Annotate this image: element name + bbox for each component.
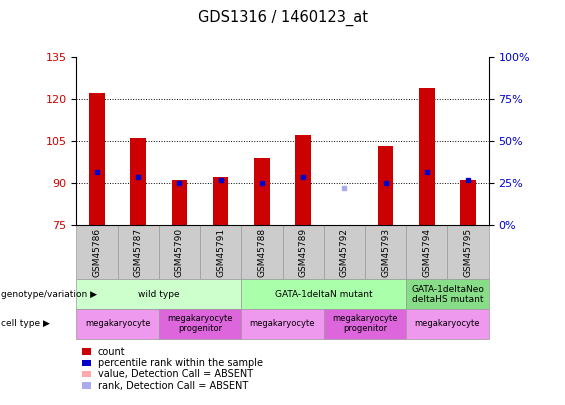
Text: megakaryocyte: megakaryocyte [85, 319, 150, 328]
Text: GSM45787: GSM45787 [134, 228, 142, 277]
Bar [324, 309, 406, 339]
Bar [406, 225, 447, 279]
Bar [76, 225, 118, 279]
Bar [241, 309, 324, 339]
Text: GSM45790: GSM45790 [175, 228, 184, 277]
Bar [82, 371, 91, 377]
Bar [241, 225, 282, 279]
Text: GSM45795: GSM45795 [464, 228, 472, 277]
Text: wild type: wild type [138, 290, 180, 299]
Text: GSM45794: GSM45794 [423, 228, 431, 277]
Text: GATA-1deltaN mutant: GATA-1deltaN mutant [275, 290, 372, 299]
Text: megakaryocyte
progenitor: megakaryocyte progenitor [332, 314, 398, 333]
Text: percentile rank within the sample: percentile rank within the sample [98, 358, 263, 368]
Bar [89, 93, 105, 225]
Text: GDS1316 / 1460123_at: GDS1316 / 1460123_at [198, 10, 367, 26]
Text: cell type ▶: cell type ▶ [1, 319, 50, 328]
Bar [447, 225, 489, 279]
Bar [365, 225, 406, 279]
Bar [82, 348, 91, 355]
Text: count: count [98, 347, 125, 356]
Bar [172, 180, 187, 225]
Bar [241, 279, 406, 309]
Bar [254, 158, 270, 225]
Text: value, Detection Call = ABSENT: value, Detection Call = ABSENT [98, 369, 253, 379]
Bar [76, 309, 159, 339]
Bar [82, 360, 91, 366]
Text: GSM45788: GSM45788 [258, 228, 266, 277]
Text: rank, Detection Call = ABSENT: rank, Detection Call = ABSENT [98, 381, 248, 390]
Text: megakaryocyte: megakaryocyte [415, 319, 480, 328]
Bar [406, 279, 489, 309]
Bar [378, 146, 393, 225]
Text: genotype/variation ▶: genotype/variation ▶ [1, 290, 97, 299]
Bar [282, 225, 324, 279]
Text: GSM45792: GSM45792 [340, 228, 349, 277]
Bar [213, 177, 228, 225]
Bar [460, 180, 476, 225]
Bar [82, 382, 91, 389]
Bar [419, 87, 434, 225]
Text: megakaryocyte: megakaryocyte [250, 319, 315, 328]
Bar [118, 225, 159, 279]
Text: GSM45791: GSM45791 [216, 228, 225, 277]
Bar [324, 225, 365, 279]
Bar [159, 309, 241, 339]
Bar [76, 279, 241, 309]
Bar [295, 135, 311, 225]
Text: megakaryocyte
progenitor: megakaryocyte progenitor [167, 314, 233, 333]
Text: GSM45793: GSM45793 [381, 228, 390, 277]
Text: GSM45786: GSM45786 [93, 228, 101, 277]
Bar [159, 225, 200, 279]
Text: GSM45789: GSM45789 [299, 228, 307, 277]
Bar [131, 138, 146, 225]
Bar [200, 225, 241, 279]
Bar [406, 309, 489, 339]
Text: GATA-1deltaNeo
deltaHS mutant: GATA-1deltaNeo deltaHS mutant [411, 285, 484, 304]
